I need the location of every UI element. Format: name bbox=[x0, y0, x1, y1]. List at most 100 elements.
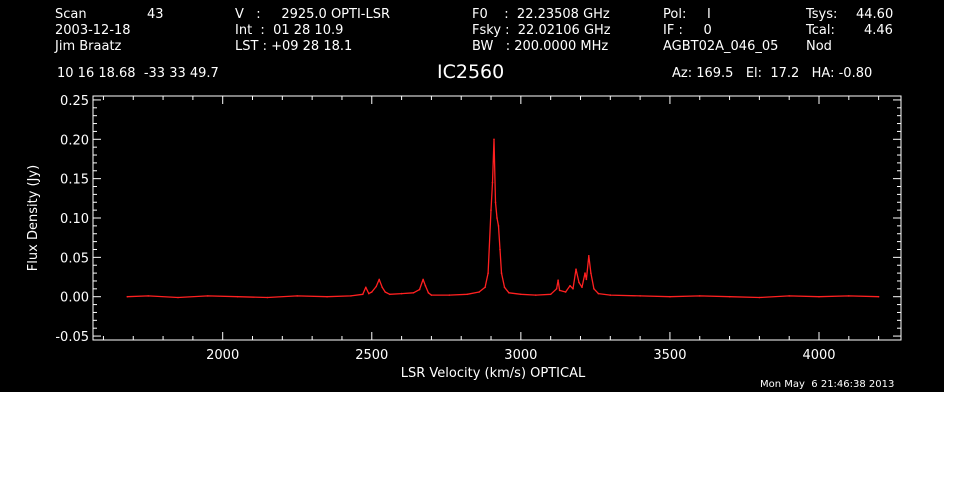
spectrum-point bbox=[508, 292, 510, 294]
y-tick-label: 0.10 bbox=[60, 212, 89, 227]
spectrum-point bbox=[572, 288, 574, 290]
x-tick-label: 3000 bbox=[504, 348, 537, 363]
chart-title: IC2560 bbox=[437, 61, 505, 83]
spectrum-point bbox=[728, 295, 731, 298]
spectrum-point bbox=[430, 294, 433, 296]
spectrum-point bbox=[564, 291, 567, 293]
spectrum-point bbox=[177, 296, 179, 299]
spectrum-chart: 2000 2500 3000 3500 4000 -0.05 0.00 0.05 0.10 0.1… bbox=[26, 94, 902, 381]
y-tick-label: 0.25 bbox=[60, 94, 89, 109]
y-tick-label: 0.05 bbox=[60, 251, 89, 266]
spectrum-point bbox=[418, 288, 421, 291]
y-tick-label: 0.15 bbox=[60, 173, 89, 188]
spectrum-point bbox=[555, 288, 558, 290]
spectrum-point bbox=[362, 293, 364, 296]
spectrum-point bbox=[584, 272, 586, 274]
scan-number: 43 bbox=[147, 7, 164, 22]
spectrum-point bbox=[585, 278, 588, 281]
spectrum-point bbox=[424, 284, 427, 287]
spectrum-point bbox=[588, 255, 590, 257]
spectrum-point bbox=[496, 217, 498, 219]
y-axis-label: Flux Density (Jy) bbox=[26, 165, 41, 271]
spectrum-point bbox=[590, 272, 592, 274]
spectrum-point bbox=[557, 279, 559, 282]
spectrum-point bbox=[490, 209, 492, 211]
spectrum-point bbox=[848, 295, 850, 297]
bandwidth-info: BW : 200.0000 MHz bbox=[472, 39, 609, 54]
velocity-info: V : 2925.0 OPTI-LSR bbox=[235, 7, 391, 22]
spectrum-point bbox=[412, 292, 415, 294]
plot-panel: Scan 43 2003-12-18 Jim Braatz V : 2925.0… bbox=[0, 0, 944, 392]
spectrum-point bbox=[503, 286, 506, 289]
if-info: IF : 0 bbox=[663, 23, 712, 38]
spectrum-point bbox=[788, 295, 790, 297]
rest-frequency-info: F0 : 22.23508 GHz bbox=[472, 7, 610, 22]
spectrum-point bbox=[207, 295, 209, 297]
spectrum-point bbox=[639, 295, 641, 297]
spectrum-point bbox=[593, 288, 595, 290]
spectrum-point bbox=[350, 295, 352, 297]
y-tick-label: -0.05 bbox=[55, 330, 89, 345]
observer-name: Jim Braatz bbox=[55, 39, 122, 54]
scan-label: Scan bbox=[55, 7, 87, 22]
x-tick-label: 3500 bbox=[653, 348, 686, 363]
spectrum-point bbox=[371, 291, 373, 293]
spectrum-point bbox=[698, 295, 701, 297]
spectrum-point bbox=[466, 293, 469, 296]
spectrum-point bbox=[499, 248, 501, 251]
spectrum-point bbox=[384, 291, 387, 293]
spectrum-point bbox=[427, 292, 430, 294]
tsys-label: Tsys: bbox=[806, 7, 838, 22]
spectrum-point bbox=[126, 295, 129, 298]
spectrum-point bbox=[484, 286, 486, 289]
spectrum-point bbox=[549, 293, 552, 296]
spectrum-point bbox=[236, 295, 239, 298]
pointing-info: Az: 169.5 El: 17.2 HA: -0.80 bbox=[672, 66, 873, 81]
polarization-info: Pol: I bbox=[663, 7, 711, 22]
spectrum-point bbox=[365, 286, 367, 289]
spectrum-point bbox=[375, 285, 378, 288]
y-tick-label: 0.00 bbox=[60, 291, 89, 306]
spectrum-point bbox=[388, 293, 391, 296]
spectrum-point bbox=[535, 294, 537, 296]
spectrum-point bbox=[609, 294, 612, 296]
spectrum-point bbox=[877, 295, 880, 298]
spectrum-point bbox=[381, 286, 384, 289]
y-tick-label: 0.20 bbox=[60, 133, 89, 148]
spectrum-point bbox=[487, 272, 489, 274]
spectrum-point bbox=[520, 293, 522, 296]
spectrum-point bbox=[326, 295, 328, 298]
project-id: AGBT02A_046_05 bbox=[663, 39, 779, 54]
lst-info: LST : +09 28 18.1 bbox=[235, 39, 353, 54]
spectrum-point bbox=[669, 295, 671, 298]
spectrum-point bbox=[368, 292, 370, 295]
x-axis-label: LSR Velocity (km/s) OPTICAL bbox=[401, 366, 586, 381]
spectrum-point bbox=[575, 268, 577, 271]
spectrum-point bbox=[558, 289, 561, 292]
spectrum-point bbox=[266, 296, 269, 299]
x-tick-label: 2500 bbox=[355, 348, 388, 363]
tsys-value: 44.60 bbox=[856, 7, 894, 22]
spectrum-point bbox=[400, 292, 403, 295]
spectrum-point bbox=[758, 296, 761, 299]
x-tick-label: 2000 bbox=[206, 348, 239, 363]
spectrum-point bbox=[491, 181, 494, 184]
spectrum-point bbox=[296, 295, 299, 297]
spectrum-point bbox=[448, 294, 451, 296]
spectrum-line bbox=[127, 138, 879, 299]
spectrum-point bbox=[581, 286, 583, 289]
spectrum-point bbox=[497, 225, 500, 227]
spectrum-point bbox=[818, 295, 820, 298]
source-coordinates: 10 16 18.68 -33 33 49.7 bbox=[57, 66, 219, 81]
sky-frequency-info: Fsky : 22.02106 GHz bbox=[472, 23, 611, 38]
observing-mode: Nod bbox=[806, 39, 832, 54]
spectrum-point bbox=[478, 291, 480, 293]
plot-timestamp: Mon May 6 21:46:38 2013 bbox=[760, 379, 895, 390]
observation-date: 2003-12-18 bbox=[55, 23, 131, 38]
spectrum-point bbox=[569, 284, 571, 287]
spectrum-point bbox=[500, 272, 503, 274]
spectrum-point bbox=[494, 201, 497, 204]
spectrum-point bbox=[378, 278, 381, 281]
spectrum-point bbox=[493, 138, 495, 141]
tcal-value: 4.46 bbox=[864, 23, 893, 38]
